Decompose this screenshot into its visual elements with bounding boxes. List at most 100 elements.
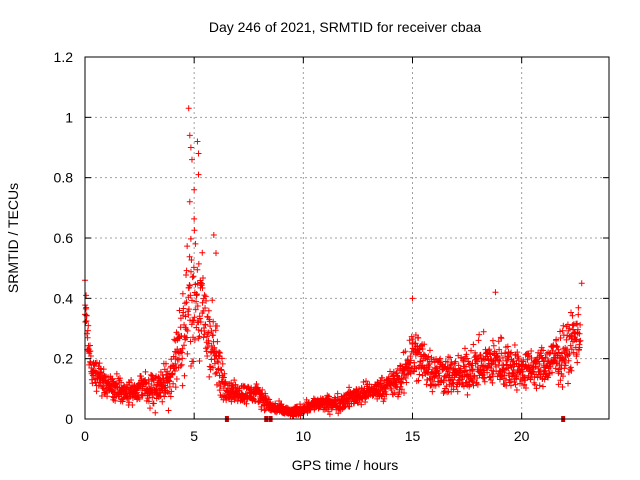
data-point bbox=[559, 384, 566, 391]
data-point bbox=[193, 298, 200, 305]
data-point-peak bbox=[195, 150, 202, 157]
y-tick-label: 0.2 bbox=[54, 351, 74, 367]
data-point bbox=[559, 327, 566, 334]
data-point bbox=[382, 385, 389, 392]
data-point bbox=[399, 376, 406, 383]
data-point bbox=[191, 215, 198, 222]
data-point bbox=[191, 314, 198, 321]
data-point bbox=[545, 370, 552, 377]
data-point bbox=[454, 388, 461, 395]
data-point bbox=[445, 368, 452, 375]
data-point bbox=[481, 356, 488, 363]
data-point bbox=[569, 333, 576, 340]
data-point bbox=[196, 333, 203, 340]
y-tick-label: 0.8 bbox=[54, 170, 74, 186]
data-point bbox=[100, 366, 107, 373]
data-point bbox=[290, 412, 297, 419]
data-point bbox=[398, 380, 405, 387]
data-point bbox=[145, 380, 152, 387]
data-point bbox=[152, 409, 159, 416]
data-point bbox=[431, 373, 438, 380]
data-point bbox=[531, 381, 538, 388]
data-point bbox=[515, 353, 522, 360]
data-point bbox=[161, 393, 168, 400]
data-point bbox=[87, 358, 94, 365]
data-point bbox=[555, 381, 562, 388]
data-point bbox=[180, 342, 187, 349]
data-point bbox=[514, 349, 521, 356]
data-point bbox=[557, 377, 564, 384]
data-point bbox=[346, 403, 353, 410]
data-point bbox=[522, 384, 529, 391]
data-point bbox=[573, 351, 580, 358]
data-point bbox=[533, 385, 540, 392]
data-point bbox=[206, 363, 213, 370]
data-point bbox=[184, 243, 191, 250]
data-point bbox=[403, 371, 410, 378]
data-point bbox=[184, 350, 191, 357]
data-point bbox=[507, 382, 514, 389]
data-point bbox=[553, 343, 560, 350]
y-tick-label: 0.6 bbox=[54, 230, 74, 246]
data-point bbox=[221, 381, 228, 388]
data-point bbox=[388, 386, 395, 393]
data-point bbox=[497, 334, 504, 341]
data-point bbox=[162, 360, 169, 367]
x-tick-label: 20 bbox=[514, 428, 530, 444]
data-point bbox=[416, 346, 423, 353]
data-point bbox=[354, 400, 361, 407]
data-point bbox=[519, 377, 526, 384]
data-point bbox=[554, 360, 561, 367]
data-point bbox=[173, 329, 180, 336]
data-point bbox=[175, 356, 182, 363]
data-point bbox=[504, 343, 511, 350]
data-point bbox=[191, 227, 198, 234]
data-point bbox=[209, 297, 216, 304]
data-point bbox=[429, 388, 436, 395]
data-point bbox=[98, 393, 105, 400]
data-point bbox=[567, 342, 574, 349]
data-point bbox=[358, 401, 365, 408]
data-point bbox=[416, 371, 423, 378]
data-point bbox=[363, 378, 370, 385]
data-point bbox=[221, 370, 228, 377]
data-point bbox=[218, 367, 225, 374]
data-point bbox=[475, 355, 482, 362]
data-point bbox=[435, 370, 442, 377]
data-point bbox=[190, 358, 197, 365]
data-point bbox=[159, 398, 166, 405]
y-tick-label: 1 bbox=[65, 109, 73, 125]
data-point-peak bbox=[191, 186, 198, 193]
data-point bbox=[448, 361, 455, 368]
data-point bbox=[477, 351, 484, 358]
data-point bbox=[516, 369, 523, 376]
data-point bbox=[222, 378, 229, 385]
data-point bbox=[429, 378, 436, 385]
data-point bbox=[153, 386, 160, 393]
data-point bbox=[567, 364, 574, 371]
data-point bbox=[558, 350, 565, 357]
data-point bbox=[415, 334, 422, 341]
data-point bbox=[190, 317, 197, 324]
data-point bbox=[297, 412, 304, 419]
data-point bbox=[157, 368, 164, 375]
data-point bbox=[528, 354, 535, 361]
data-point bbox=[191, 336, 198, 343]
data-point bbox=[160, 376, 167, 383]
data-point bbox=[189, 297, 196, 304]
data-point bbox=[575, 311, 582, 318]
data-point bbox=[433, 364, 440, 371]
data-point bbox=[426, 375, 433, 382]
data-point bbox=[254, 384, 261, 391]
data-point bbox=[87, 348, 94, 355]
data-point bbox=[446, 354, 453, 361]
data-point bbox=[562, 359, 569, 366]
data-point bbox=[548, 369, 555, 376]
data-point bbox=[408, 357, 415, 364]
data-point bbox=[403, 361, 410, 368]
data-point bbox=[192, 306, 199, 313]
data-point bbox=[178, 361, 185, 368]
data-point bbox=[210, 332, 217, 339]
data-point bbox=[524, 356, 531, 363]
data-point bbox=[203, 333, 210, 340]
